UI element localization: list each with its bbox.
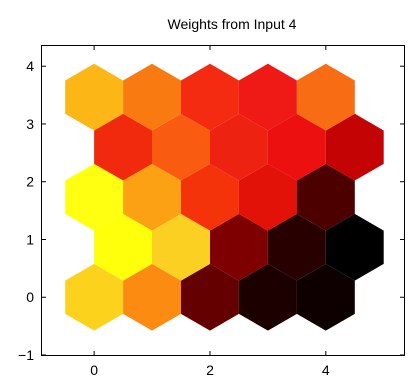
hex-cell-2 xyxy=(181,263,239,331)
axis-ticks: 0 2 4 −1 0 1 2 3 4 xyxy=(18,46,404,378)
hex-cell-20 xyxy=(65,63,124,131)
y-tick-label: 1 xyxy=(26,231,34,247)
hex-cell-10 xyxy=(65,163,124,231)
hex-cell-13 xyxy=(238,163,297,231)
hex-cell-12 xyxy=(181,163,239,231)
hex-cell-0 xyxy=(65,263,124,331)
hex-cell-14 xyxy=(296,163,355,231)
hex-cell-4 xyxy=(296,263,355,331)
plot-frame xyxy=(41,45,405,356)
hex-cell-9 xyxy=(325,213,384,281)
hex-cell-18 xyxy=(267,113,326,181)
hex-cell-8 xyxy=(267,213,326,281)
hex-cell-15 xyxy=(94,113,153,181)
hex-cell-23 xyxy=(238,63,297,131)
y-tick-label: 3 xyxy=(26,116,34,132)
hex-cell-11 xyxy=(123,163,181,231)
hex-cell-19 xyxy=(325,113,384,181)
hex-cell-7 xyxy=(210,213,268,281)
hex-cell-16 xyxy=(152,113,210,181)
hex-cell-6 xyxy=(152,213,210,281)
hex-cells xyxy=(65,63,384,331)
y-tick-label: 2 xyxy=(26,174,34,190)
hex-cell-21 xyxy=(123,63,181,131)
hex-cell-17 xyxy=(210,113,268,181)
y-tick-label: −1 xyxy=(18,347,34,363)
hex-cell-3 xyxy=(238,263,297,331)
x-tick-label: 4 xyxy=(322,362,330,378)
hex-cell-5 xyxy=(94,213,153,281)
x-tick-label: 0 xyxy=(90,362,98,378)
x-tick-label: 2 xyxy=(206,362,214,378)
y-tick-label: 4 xyxy=(26,58,34,74)
chart-title: Weights from Input 4 xyxy=(168,16,297,32)
hex-cell-22 xyxy=(181,63,239,131)
hex-cell-24 xyxy=(296,63,355,131)
y-tick-label: 0 xyxy=(26,289,34,305)
hex-cell-1 xyxy=(123,263,181,331)
